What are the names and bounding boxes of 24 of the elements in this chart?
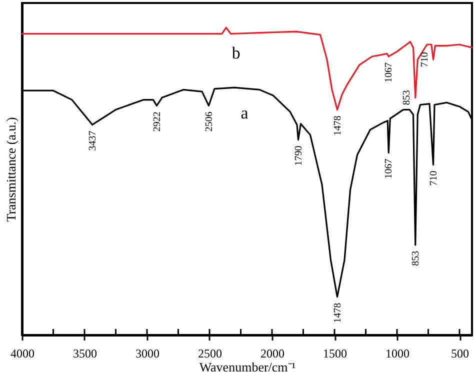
x-tick-label: 2000 <box>260 346 284 360</box>
annotation: 2922 <box>152 112 163 132</box>
x-tick-label: 1000 <box>386 346 410 360</box>
annotation: 1478 <box>332 116 344 136</box>
annotation: 1067 <box>384 62 395 82</box>
annotation: 1790 <box>293 146 304 166</box>
series-label: a <box>240 104 249 123</box>
x-tick-label: 3500 <box>73 346 97 360</box>
x-tick-label: 500 <box>451 346 469 360</box>
annotation: 1067 <box>384 158 395 179</box>
annotation: 3437 <box>87 130 98 151</box>
annotation: 2506 <box>204 112 215 132</box>
x-axis-title: Wavenumber/cm⁻¹ <box>199 360 296 374</box>
x-tick-label: 4000 <box>10 346 34 360</box>
annotation: 710 <box>428 170 440 186</box>
y-axis-title: Transmittance (a.u.) <box>4 117 18 222</box>
annotation: 710 <box>419 52 430 68</box>
x-tick-label: 1500 <box>323 346 347 360</box>
series-label: b <box>232 44 240 63</box>
x-tick-label: 3000 <box>136 346 160 360</box>
annotation: 853 <box>401 90 412 106</box>
x-tick-label: 2500 <box>198 346 222 360</box>
annotation: 1478 <box>332 302 344 323</box>
annotation: 853 <box>410 250 422 266</box>
